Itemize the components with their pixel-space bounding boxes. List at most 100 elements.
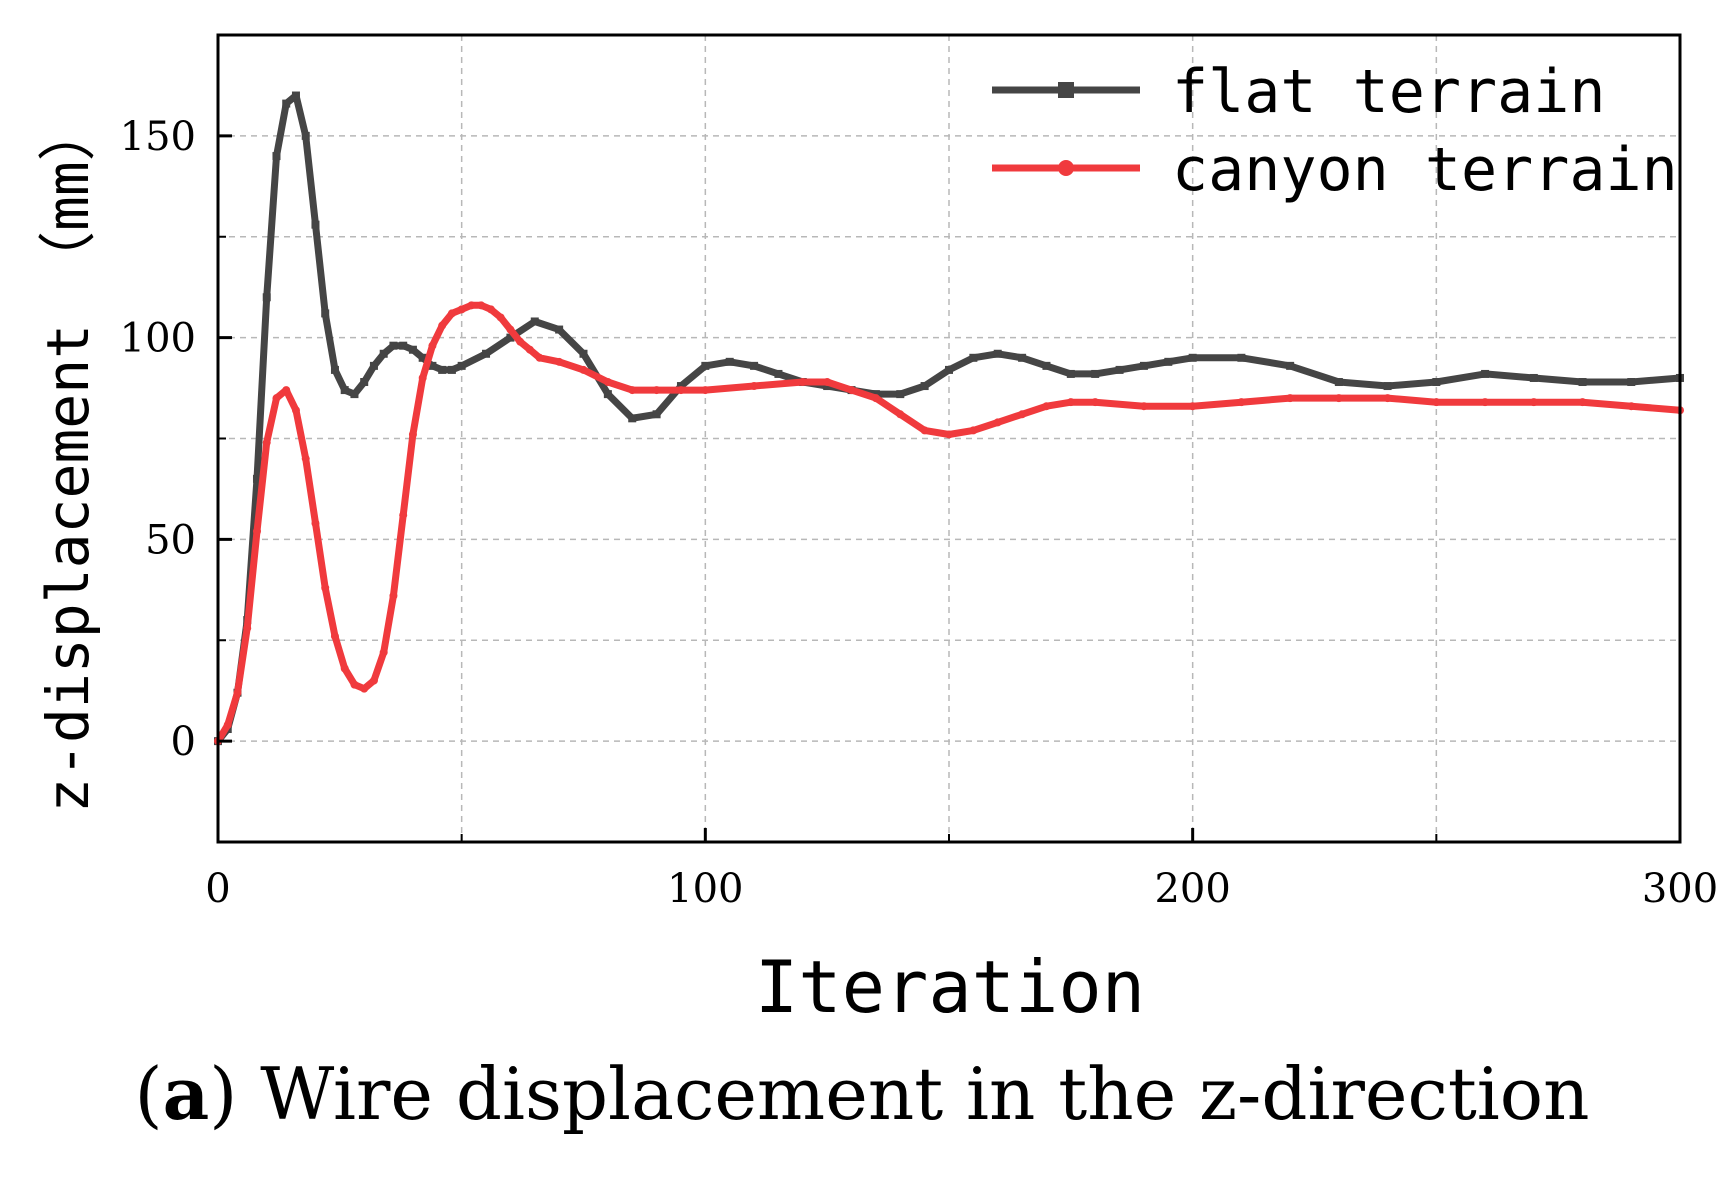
marker-flat-terrain-16 xyxy=(369,361,378,370)
marker-canyon-terrain-60 xyxy=(1383,394,1392,403)
marker-flat-terrain-10 xyxy=(311,220,320,229)
marker-canyon-terrain-22 xyxy=(428,341,437,350)
tick-labels: 0 100 200 300 0 50 100 150 xyxy=(120,114,1719,912)
caption-open-paren: ( xyxy=(134,1052,163,1136)
legend-label-canyon-terrain: canyon terrain xyxy=(1172,135,1678,205)
marker-canyon-terrain-20 xyxy=(408,430,417,439)
marker-canyon-terrain-43 xyxy=(823,378,832,387)
marker-flat-terrain-7 xyxy=(282,99,291,108)
marker-flat-terrain-62 xyxy=(1529,373,1538,382)
series-lines xyxy=(214,91,1684,746)
marker-canyon-terrain-34 xyxy=(555,357,564,366)
marker-canyon-terrain-57 xyxy=(1237,398,1246,407)
marker-flat-terrain-34 xyxy=(676,382,685,391)
marker-flat-terrain-58 xyxy=(1334,378,1343,387)
marker-canyon-terrain-63 xyxy=(1529,398,1538,407)
marker-flat-terrain-17 xyxy=(379,349,388,358)
marker-canyon-terrain-59 xyxy=(1334,394,1343,403)
marker-flat-terrain-23 xyxy=(438,365,447,374)
marker-canyon-terrain-45 xyxy=(871,394,880,403)
marker-flat-terrain-5 xyxy=(262,293,271,302)
marker-flat-terrain-21 xyxy=(418,353,427,362)
legend-marker-canyon-terrain xyxy=(1058,160,1074,176)
marker-flat-terrain-48 xyxy=(1018,353,1027,362)
x-tick-label-300: 300 xyxy=(1642,866,1718,912)
figure-caption: (a) Wire displacement in the z-direction xyxy=(0,1058,1724,1131)
marker-canyon-terrain-28 xyxy=(486,305,495,314)
y-tick-label-100: 100 xyxy=(120,316,196,362)
marker-canyon-terrain-24 xyxy=(447,309,456,318)
marker-canyon-terrain-38 xyxy=(652,386,661,395)
marker-flat-terrain-26 xyxy=(482,349,491,358)
marker-canyon-terrain-5 xyxy=(262,438,271,447)
marker-flat-terrain-40 xyxy=(823,382,832,391)
marker-canyon-terrain-44 xyxy=(847,386,856,395)
y-tick-label-50: 50 xyxy=(145,517,196,563)
series-markers-canyon-terrain xyxy=(214,301,1684,746)
marker-canyon-terrain-8 xyxy=(291,406,300,415)
marker-canyon-terrain-13 xyxy=(340,664,349,673)
marker-canyon-terrain-11 xyxy=(321,583,330,592)
y-tick-label-0: 0 xyxy=(171,719,196,765)
marker-flat-terrain-33 xyxy=(652,410,661,419)
marker-canyon-terrain-2 xyxy=(233,688,242,697)
marker-canyon-terrain-17 xyxy=(379,648,388,657)
marker-canyon-terrain-61 xyxy=(1432,398,1441,407)
marker-canyon-terrain-29 xyxy=(496,313,505,322)
marker-canyon-terrain-56 xyxy=(1188,402,1197,411)
marker-canyon-terrain-52 xyxy=(1042,402,1051,411)
marker-canyon-terrain-49 xyxy=(969,426,978,435)
marker-canyon-terrain-10 xyxy=(311,519,320,528)
marker-canyon-terrain-50 xyxy=(993,418,1002,427)
marker-flat-terrain-56 xyxy=(1237,353,1246,362)
marker-canyon-terrain-47 xyxy=(920,426,929,435)
marker-canyon-terrain-6 xyxy=(272,394,281,403)
marker-flat-terrain-18 xyxy=(389,341,398,350)
marker-canyon-terrain-32 xyxy=(525,345,534,354)
marker-flat-terrain-52 xyxy=(1115,365,1124,374)
marker-flat-terrain-36 xyxy=(725,357,734,366)
marker-flat-terrain-28 xyxy=(530,317,539,326)
marker-flat-terrain-42 xyxy=(871,390,880,399)
marker-flat-terrain-19 xyxy=(399,341,408,350)
marker-flat-terrain-38 xyxy=(774,369,783,378)
marker-flat-terrain-44 xyxy=(920,382,929,391)
marker-flat-terrain-64 xyxy=(1627,378,1636,387)
marker-canyon-terrain-26 xyxy=(467,301,476,310)
x-tick-label-100: 100 xyxy=(667,866,743,912)
marker-flat-terrain-31 xyxy=(603,390,612,399)
marker-canyon-terrain-42 xyxy=(798,378,807,387)
grid-lines xyxy=(218,35,1680,842)
marker-canyon-terrain-3 xyxy=(243,624,252,633)
marker-canyon-terrain-27 xyxy=(477,301,486,310)
marker-flat-terrain-24 xyxy=(447,365,456,374)
marker-flat-terrain-43 xyxy=(896,390,905,399)
marker-canyon-terrain-21 xyxy=(418,373,427,382)
marker-canyon-terrain-39 xyxy=(676,386,685,395)
legend-label-flat-terrain: flat terrain xyxy=(1172,57,1605,127)
marker-flat-terrain-20 xyxy=(408,345,417,354)
marker-canyon-terrain-25 xyxy=(457,305,466,314)
marker-flat-terrain-4 xyxy=(252,474,261,483)
marker-canyon-terrain-1 xyxy=(223,720,232,729)
marker-canyon-terrain-51 xyxy=(1018,410,1027,419)
marker-flat-terrain-8 xyxy=(291,91,300,100)
marker-flat-terrain-9 xyxy=(301,131,310,140)
marker-canyon-terrain-35 xyxy=(579,365,588,374)
marker-canyon-terrain-55 xyxy=(1139,402,1148,411)
marker-canyon-terrain-64 xyxy=(1578,398,1587,407)
marker-canyon-terrain-4 xyxy=(252,527,261,536)
marker-flat-terrain-61 xyxy=(1481,369,1490,378)
marker-flat-terrain-63 xyxy=(1578,378,1587,387)
marker-flat-terrain-53 xyxy=(1139,361,1148,370)
axis-ticks xyxy=(216,134,1682,842)
x-tick-label-0: 0 xyxy=(205,866,230,912)
marker-flat-terrain-47 xyxy=(993,349,1002,358)
legend-marker-flat-terrain xyxy=(1058,82,1074,98)
marker-flat-terrain-49 xyxy=(1042,361,1051,370)
marker-flat-terrain-54 xyxy=(1164,357,1173,366)
marker-flat-terrain-59 xyxy=(1383,382,1392,391)
marker-flat-terrain-46 xyxy=(969,353,978,362)
marker-flat-terrain-11 xyxy=(321,309,330,318)
marker-canyon-terrain-53 xyxy=(1066,398,1075,407)
